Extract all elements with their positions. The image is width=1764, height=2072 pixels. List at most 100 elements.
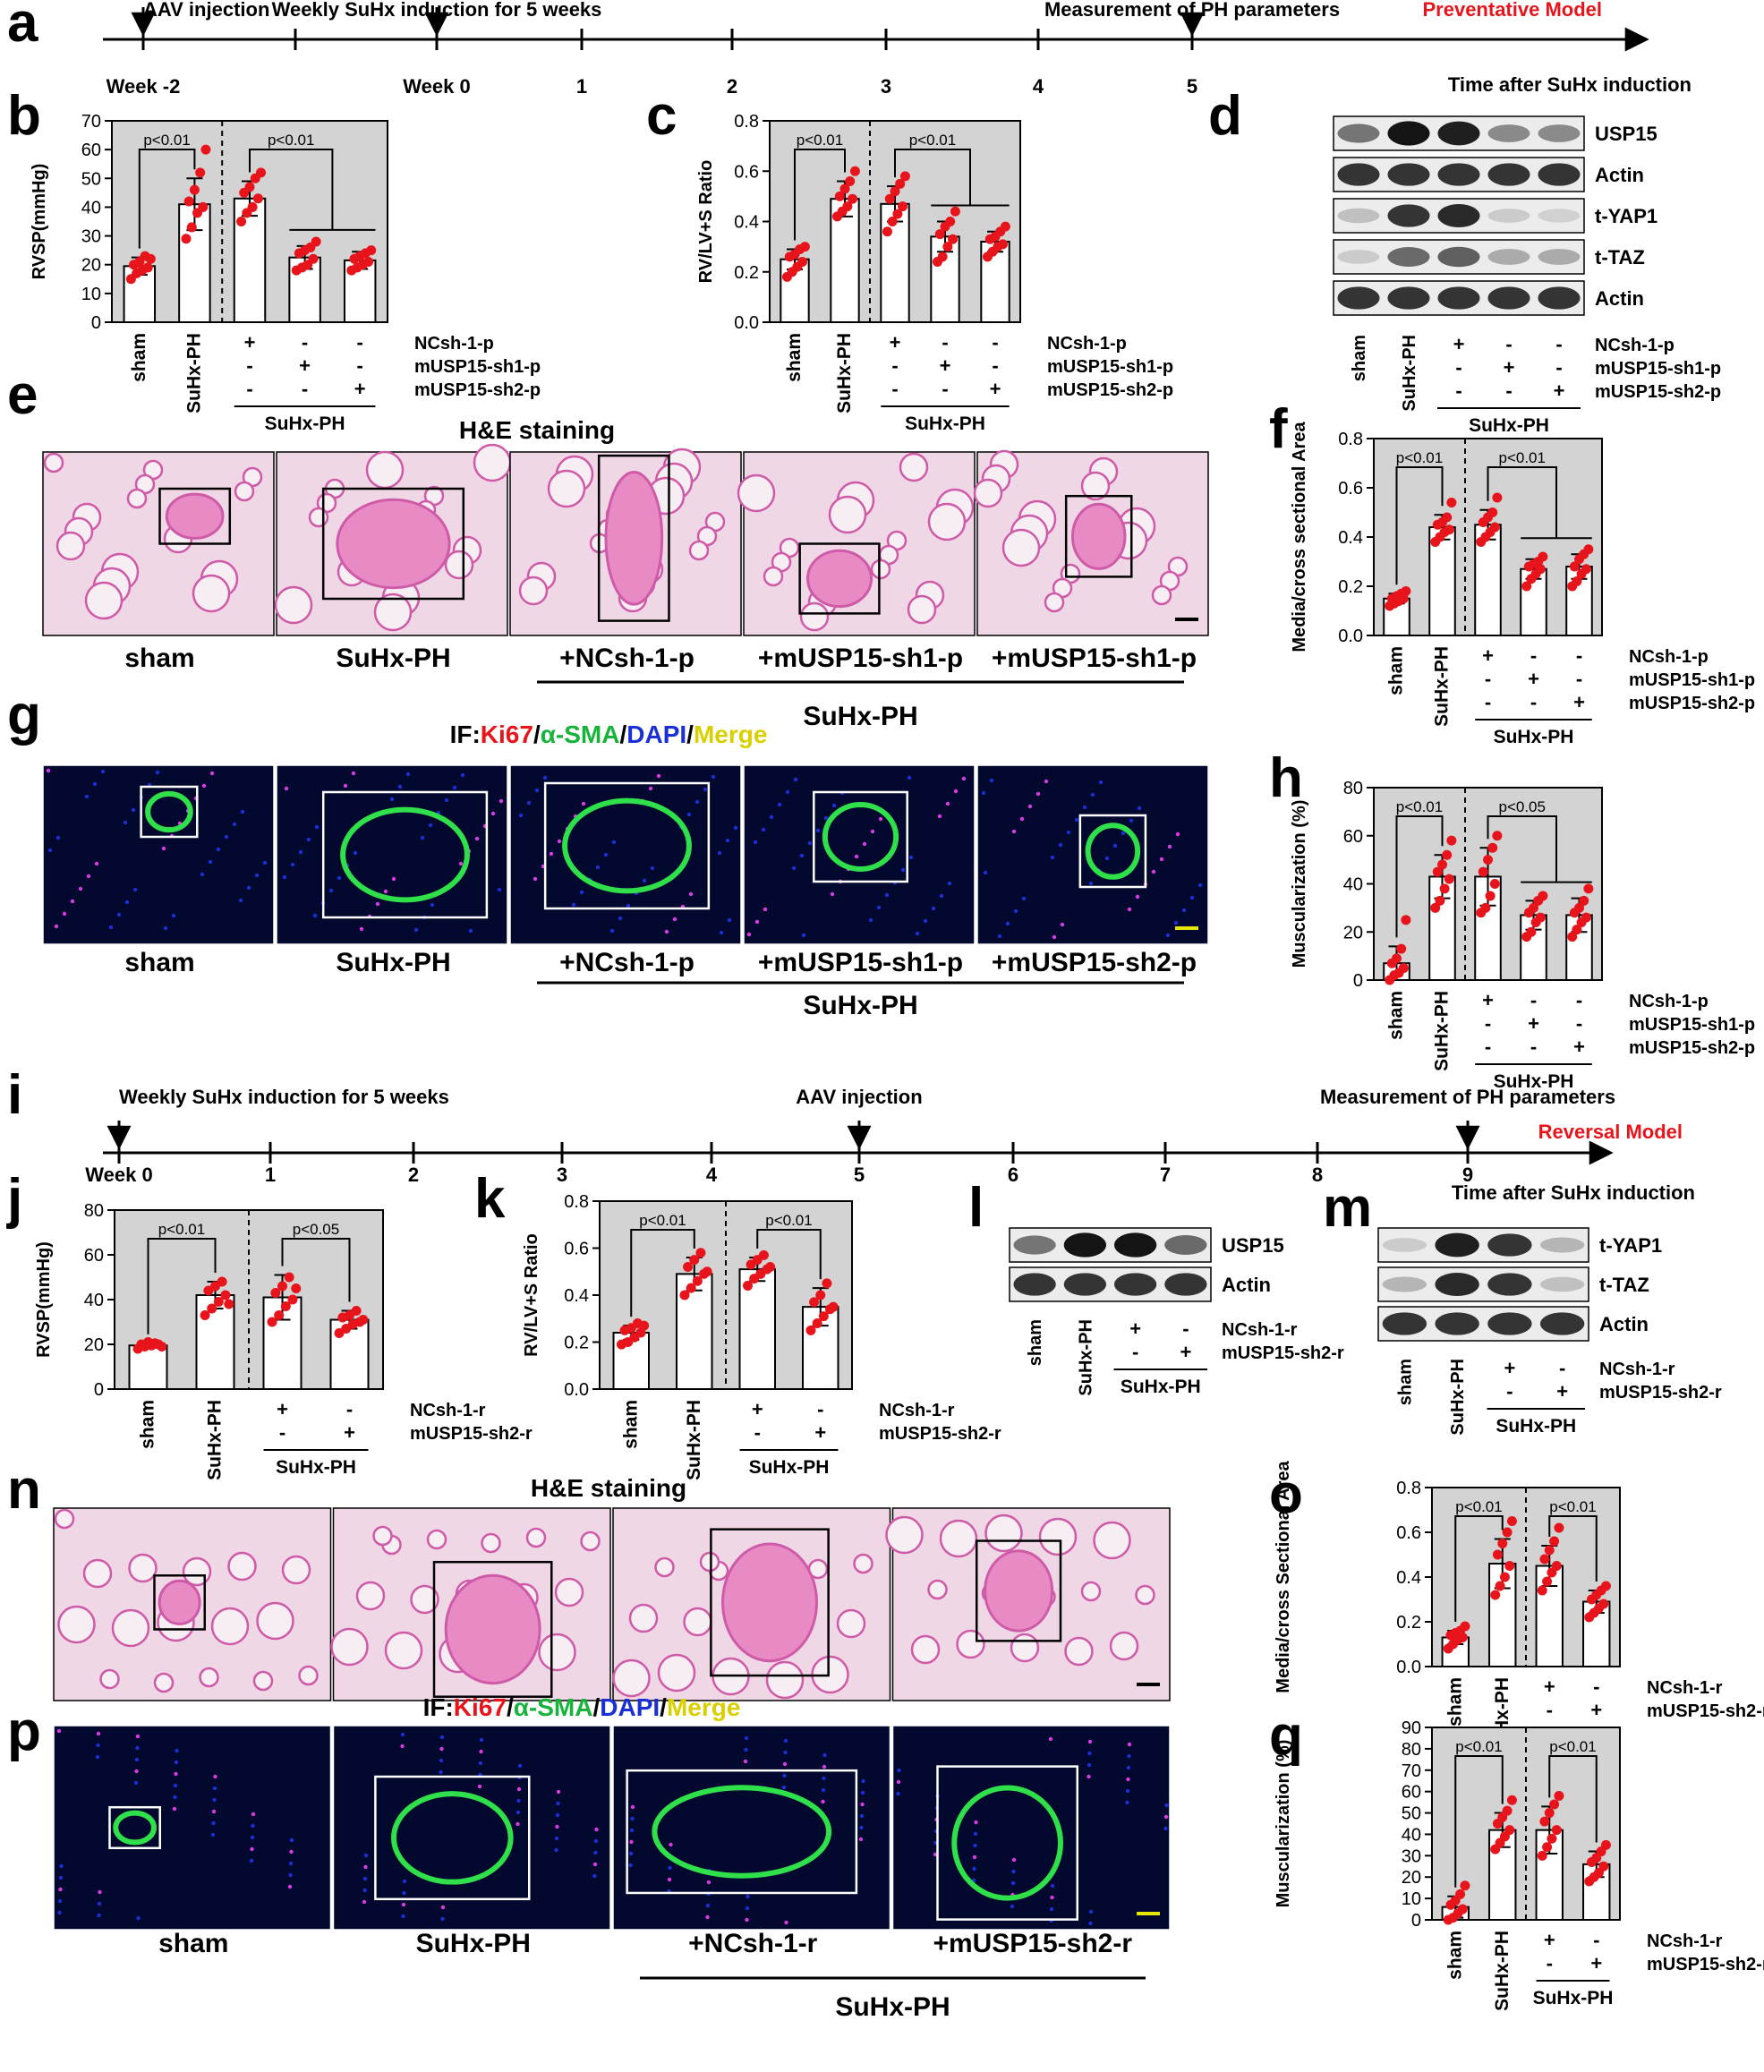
zoom-box [108,1805,161,1850]
treatment-label: mUSP15-sh1-p [1629,670,1755,690]
data-point [1521,581,1532,592]
timeline-tick-label: 5 [1187,75,1197,98]
blot-band [1382,1238,1427,1252]
data-point [686,1283,696,1293]
alveolus [699,1551,720,1573]
data-point [1502,1805,1513,1816]
nucleus [972,1866,976,1872]
data-point [183,196,194,207]
data-point [1581,564,1591,575]
nucleus [719,930,724,935]
micrograph-panel [509,448,742,636]
data-point [1444,874,1454,884]
nucleus [907,775,912,780]
chart-h: 0 20 40 60 80 Muscularization (%) p<0.01 p<0.05… [1290,779,1755,1092]
treatment-sign: - [992,331,998,354]
data-point [200,1310,210,1320]
data-point [890,186,900,197]
lane-label: sham [1350,335,1369,381]
nucleus [1088,1921,1093,1926]
treatment-label: mUSP15-sh1-p [414,357,541,377]
x-group-label: SuHx-PH [1432,646,1453,727]
alveolus [373,593,413,632]
nucleus [769,814,774,820]
p-value-label: p<0.01 [1455,1498,1502,1515]
comparison-bracket [249,149,334,230]
alveolus [99,1668,120,1690]
image-title-part: / [507,1693,514,1721]
treatment-sign: - [279,1421,285,1444]
alveolus [199,1667,219,1688]
alveolus [330,1627,369,1667]
nucleus [664,929,669,934]
data-point [1549,1536,1560,1547]
zoom-box [543,781,711,910]
nucleus [754,919,760,925]
alveolus [210,1607,250,1646]
nucleus [96,1731,101,1736]
p-value-label: p<0.01 [1396,798,1443,815]
nucleus [249,1858,254,1863]
data-point [1547,1833,1557,1844]
blot-band-label: t-TAZ [1599,1274,1649,1296]
x-group-label: sham [129,333,149,382]
micrograph-image [612,1725,891,1931]
nucleus [1197,883,1203,888]
alveolus [765,1660,805,1700]
y-tick-label: 20 [1402,1868,1421,1888]
nucleus [240,809,245,814]
data-point [1487,842,1498,853]
treatment-sign: - [302,378,308,400]
lane-label: sham [1395,1359,1415,1405]
nucleus [401,1902,406,1907]
nucleus [1050,855,1055,860]
treatment-sign: - [1455,356,1461,379]
nucleus [858,1837,864,1842]
image-title-part: DAPI [600,1693,660,1721]
nucleus [686,812,692,817]
alveolus [234,481,255,502]
nucleus [375,901,380,907]
data-point [937,252,948,262]
data-point [1455,1889,1466,1899]
data-point [1502,1527,1513,1538]
y-tick-label: 70 [81,112,101,132]
nucleus [97,1913,101,1918]
alveolus [828,495,867,534]
data-point [942,242,953,252]
data-point [1444,524,1454,535]
data-point [1401,586,1411,596]
nucleus [1129,818,1134,823]
data-point [1554,1790,1564,1801]
nucleus [799,853,805,858]
nucleus [1163,1814,1169,1820]
nucleus [815,828,821,833]
nucleus [705,1914,710,1920]
comparison-bracket [630,1229,695,1317]
nucleus [571,902,576,908]
vessel [113,1810,157,1846]
y-axis-label: Media/cross sectional Area [1290,422,1309,652]
treatment-sign: - [1505,333,1512,355]
treatment-sign: - [817,1398,823,1420]
nucleus [791,865,797,871]
lane-label: SuHx-PH [1448,1359,1468,1436]
condition-label: +mUSP15-sh2-p [992,948,1197,977]
data-point [1492,1549,1503,1560]
nucleus [1125,1788,1130,1794]
y-tick-label: 80 [1402,1740,1421,1760]
data-point [1478,866,1488,877]
nucleus [131,807,136,813]
p-value-label: p<0.01 [797,132,843,149]
nucleus [362,1888,367,1893]
condition-label: +mUSP15-sh1-p [992,644,1197,673]
treatment-label: NCsh-1-r [1222,1320,1298,1340]
alveolus [128,1553,158,1583]
timeline-tick-label: 2 [727,75,737,98]
data-point [207,1303,217,1314]
alveolus [927,1579,948,1600]
y-axis-label: Media/cross Sectional Area [1274,1460,1293,1693]
nucleus [135,1745,140,1751]
